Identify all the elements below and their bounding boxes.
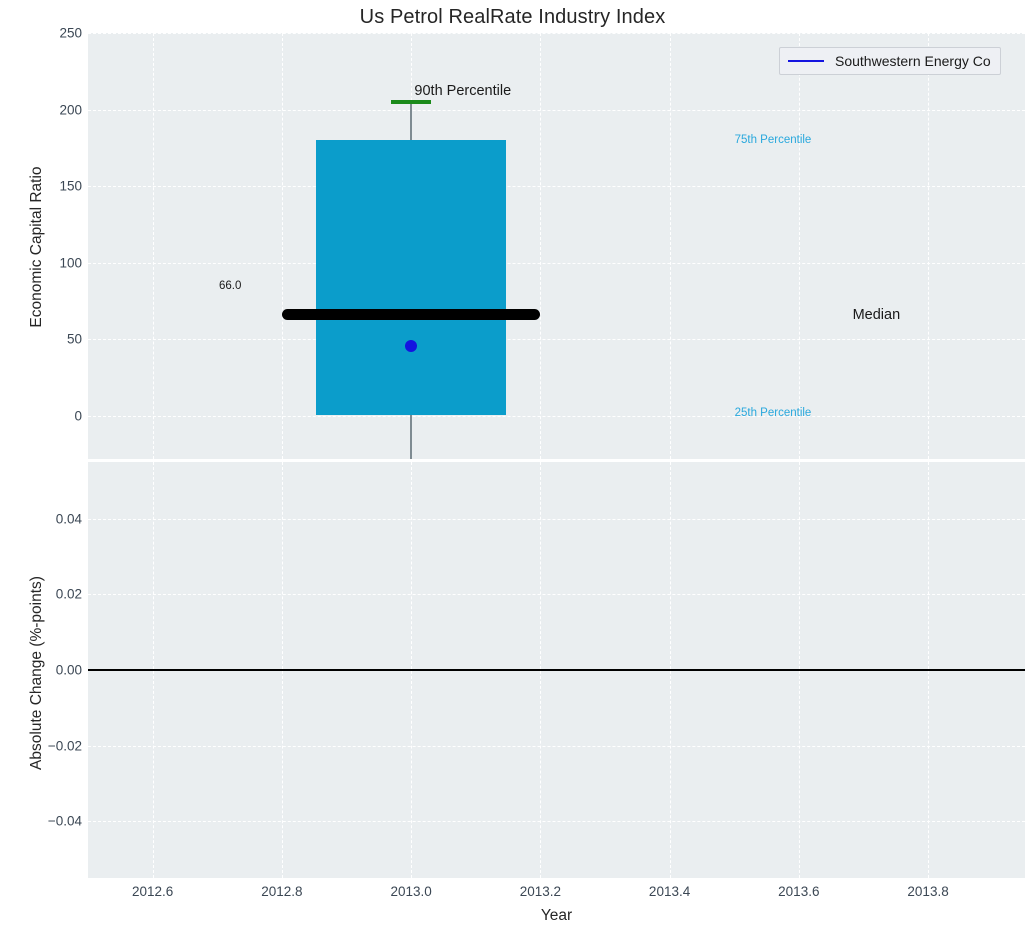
p25-annotation: 25th Percentile: [734, 407, 812, 420]
chart-title: Us Petrol RealRate Industry Index: [359, 6, 666, 28]
y-axis-tick-label: 0.00: [55, 662, 82, 678]
gridline-vertical: [669, 33, 671, 459]
p90-annotation: 90th Percentile: [414, 83, 512, 100]
y-axis-tick-label: 50: [66, 331, 82, 347]
y-axis-label-bottom: Absolute Change (%-points): [28, 576, 45, 770]
x-axis-tick-label: 2013.2: [519, 884, 561, 899]
plot-area-absolute-change: [88, 462, 1025, 878]
y-axis-tick-label: 0.04: [55, 511, 82, 527]
chart-legend[interactable]: Southwestern Energy Co: [779, 47, 1001, 75]
y-axis-tick-label: 250: [59, 25, 82, 41]
y-axis-ticks-top: 250 200 150 100 50 0: [6, 26, 82, 459]
gridline-horizontal: [88, 339, 1025, 341]
gridline-horizontal: [88, 821, 1025, 823]
p90-cap-marker: [391, 100, 432, 104]
gridline-vertical: [928, 33, 930, 459]
gridline-vertical: [540, 33, 542, 459]
gridline-horizontal: [88, 186, 1025, 188]
y-axis-label-top: Economic Capital Ratio: [28, 166, 45, 328]
x-axis-tick-label: 2012.6: [131, 884, 174, 899]
gridline-horizontal: [88, 745, 1025, 747]
gridline-vertical: [152, 33, 154, 459]
y-axis-tick-label: −0.02: [47, 738, 82, 754]
gridline-horizontal: [88, 594, 1025, 596]
x-axis-tick-label: 2013.0: [390, 884, 432, 899]
gridline-horizontal: [88, 416, 1025, 418]
x-axis-tick-label: 2013.8: [907, 884, 949, 899]
x-axis-tick-label: 2013.4: [648, 884, 691, 899]
y-axis-tick-label: 150: [59, 178, 82, 194]
y-axis-tick-label: 200: [59, 102, 82, 118]
x-axis-tick-label: 2013.6: [778, 884, 820, 899]
zero-reference-line: [88, 669, 1025, 671]
gridline-horizontal: [88, 518, 1025, 520]
gridline-horizontal: [88, 262, 1025, 264]
legend-item-label: Southwestern Energy Co: [835, 53, 991, 69]
y-axis-tick-label: −0.04: [47, 813, 82, 829]
median-value: 66.0: [218, 279, 242, 292]
gridline-vertical: [798, 33, 800, 459]
plot-area-economic-capital-ratio: 66.0 90th Percentile 75th Percentile Median…: [88, 33, 1025, 459]
y-axis-tick-label: 0.02: [55, 586, 82, 602]
y-axis-tick-label: 100: [59, 255, 82, 271]
y-axis-tick-label: 0: [74, 408, 82, 424]
y-axis-ticks-bottom: 0.04 0.02 0.00 −0.02 −0.04: [6, 462, 82, 878]
median-line: [282, 309, 541, 321]
gridline-horizontal: [88, 109, 1025, 111]
median-annotation: Median: [852, 306, 901, 323]
legend-line-swatch: [788, 60, 824, 62]
gridline-horizontal: [88, 33, 1025, 34]
x-axis-tick-label: 2012.8: [261, 884, 303, 899]
company-data-point[interactable]: [405, 339, 418, 352]
gridline-vertical: [281, 33, 283, 459]
x-axis-label: Year: [540, 907, 573, 924]
p75-annotation: 75th Percentile: [734, 134, 812, 147]
interquartile-range-bar: [316, 140, 507, 415]
